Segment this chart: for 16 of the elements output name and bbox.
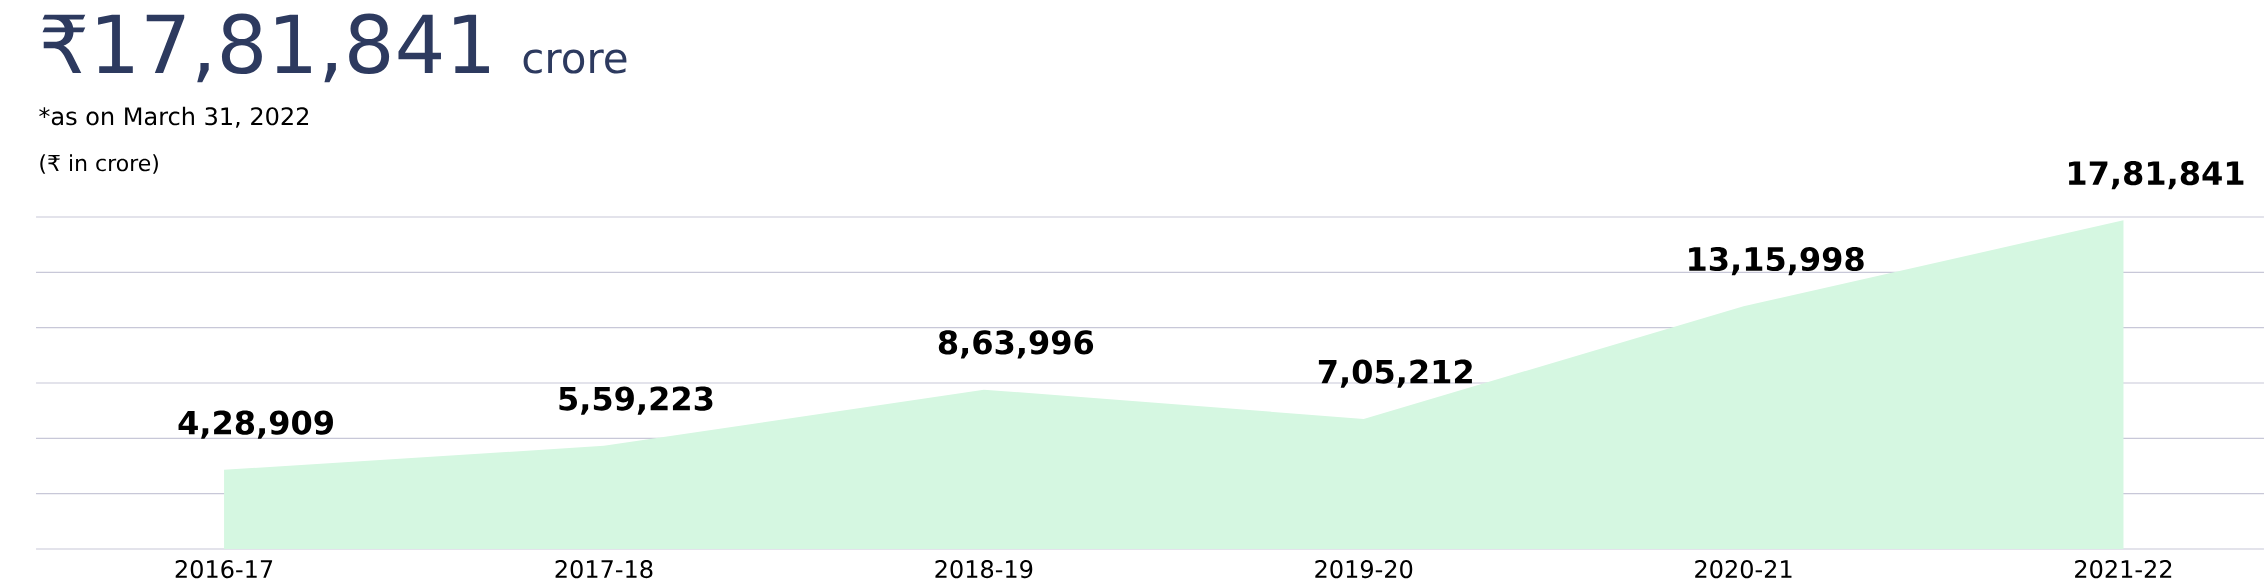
x-tick-label: 2017-18 (555, 560, 653, 579)
chart-subtitle: *as on March 31, 2022 (39, 106, 309, 128)
x-tick-label: 2021-22 (2075, 560, 2172, 579)
x-tick-label: 2016-17 (175, 560, 273, 579)
x-tick-label: 2019-20 (1315, 560, 1413, 579)
data-label: 4,28,909 (178, 410, 333, 439)
chart-title: ₹17,81,841 (42, 13, 489, 83)
data-label: 8,63,996 (938, 330, 1094, 359)
data-label: 13,15,998 (1689, 246, 1864, 276)
y-axis-title: (₹ in crore) (40, 154, 158, 174)
x-tick-label: 2018-19 (935, 560, 1033, 579)
data-label: 5,59,223 (559, 386, 713, 415)
data-label: 17,81,841 (2068, 160, 2244, 190)
x-tick-label: 2020-21 (1695, 560, 1792, 579)
data-label: 7,05,212 (1318, 359, 1472, 388)
text: crore (523, 49, 627, 74)
